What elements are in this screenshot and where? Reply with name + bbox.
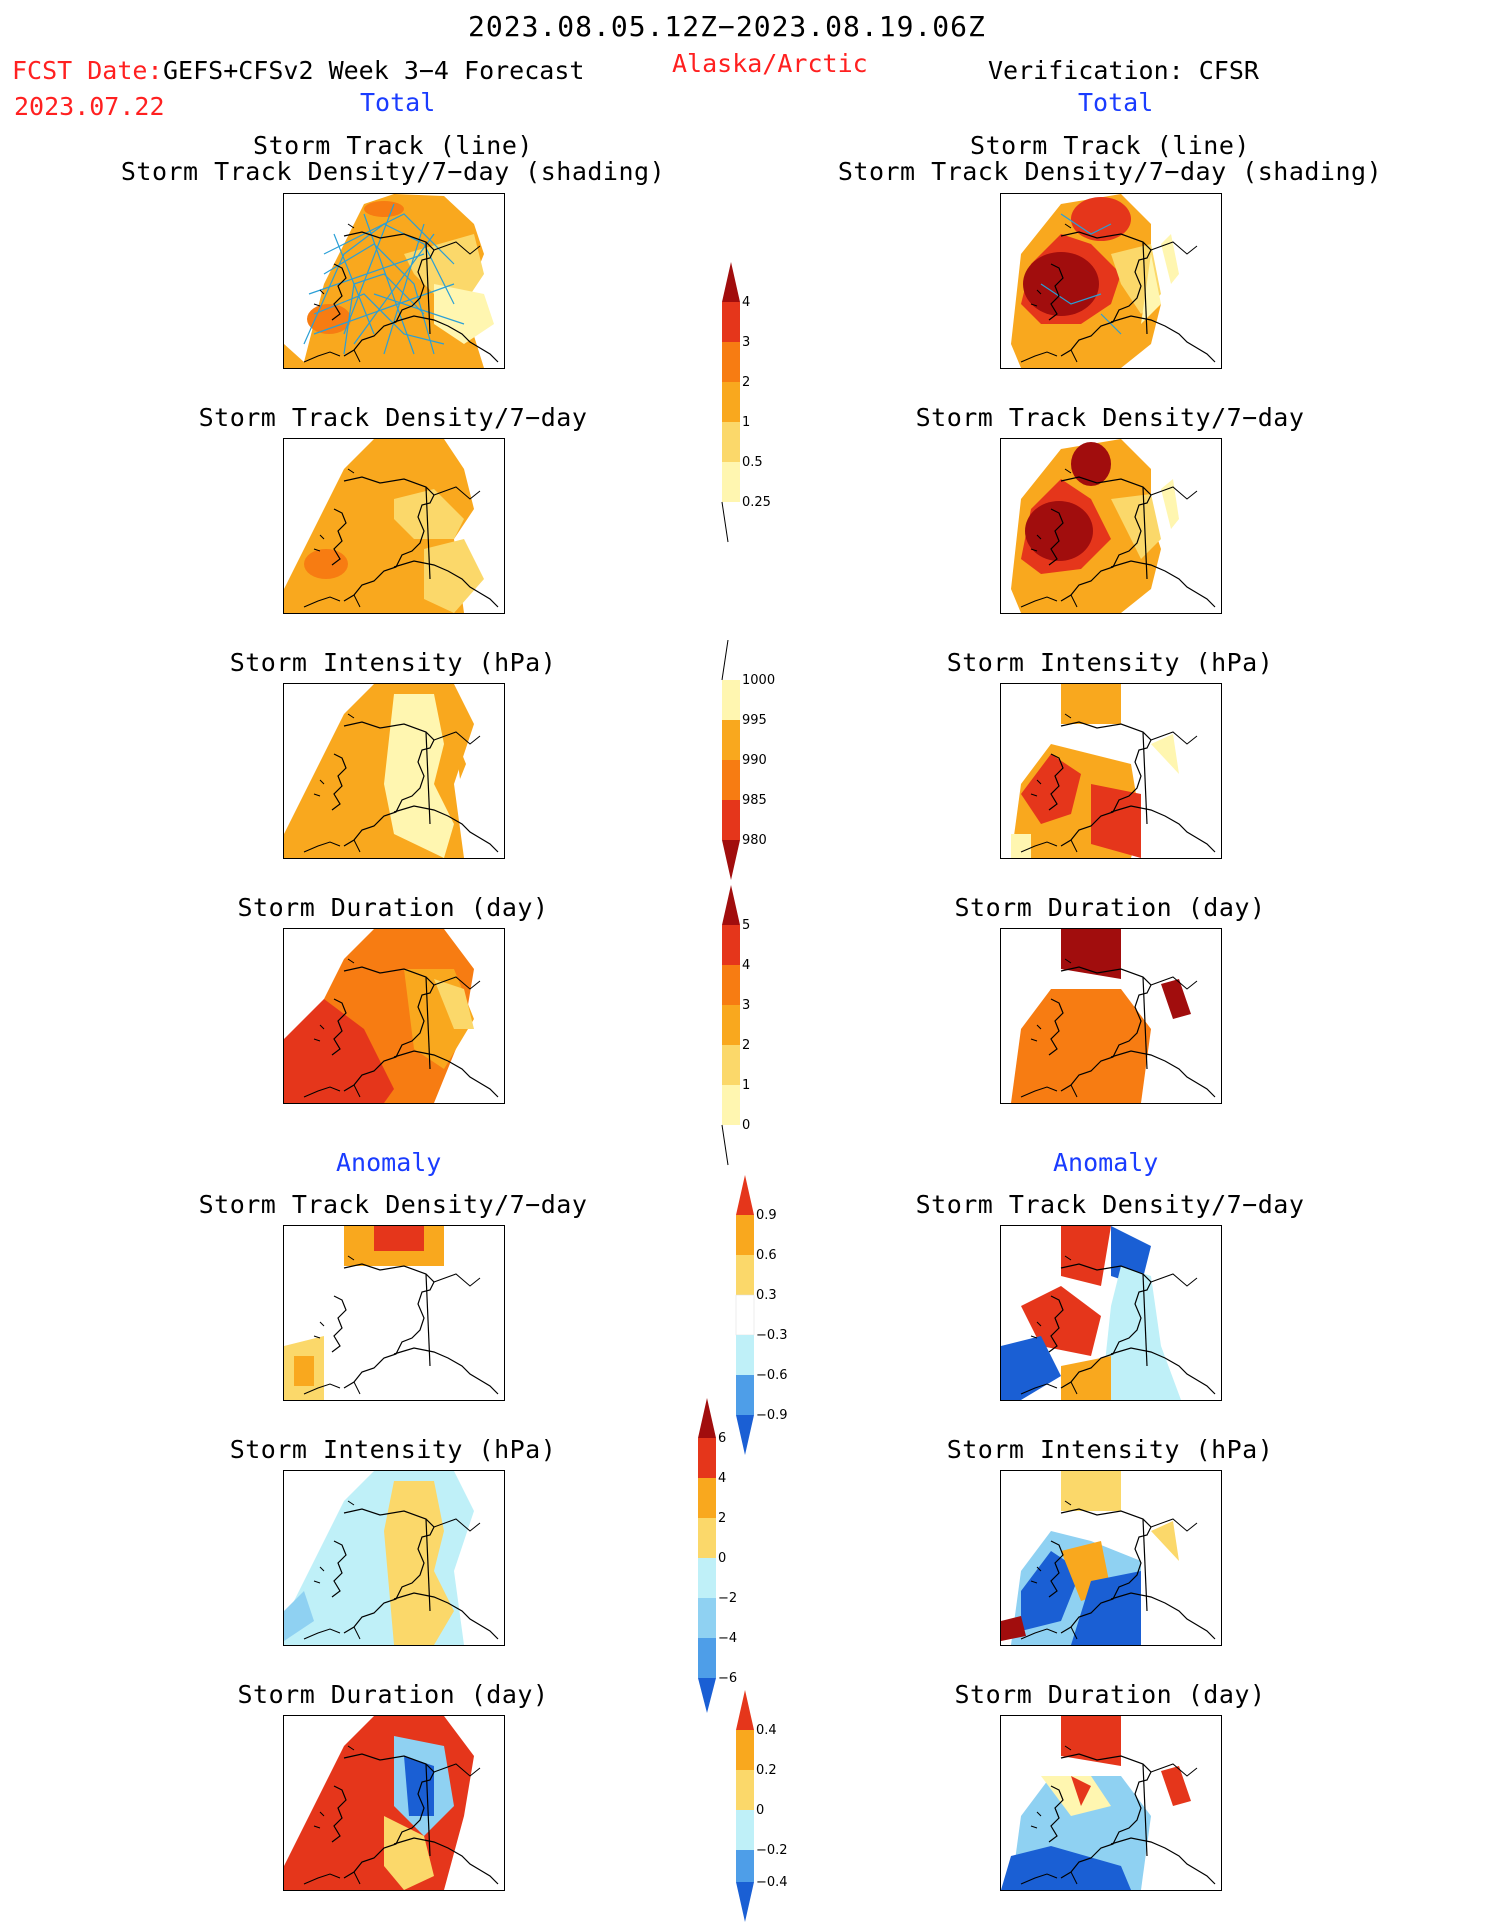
fcst-label: FCST Date: bbox=[12, 56, 163, 85]
left-track-map bbox=[283, 193, 505, 369]
duration-tick: 3 bbox=[742, 998, 750, 1013]
duration-tick: 5 bbox=[742, 918, 750, 933]
left-duration-anom-map bbox=[283, 1715, 505, 1891]
left-duration-title: Storm Duration (day) bbox=[237, 893, 549, 922]
density-anom-tick: −0.3 bbox=[756, 1328, 788, 1343]
right-duration-anom-title: Storm Duration (day) bbox=[954, 1680, 1266, 1709]
right-duration-anom-map bbox=[1000, 1715, 1222, 1891]
density-tick: 0.25 bbox=[742, 495, 771, 510]
left-intensity-title: Storm Intensity (hPa) bbox=[229, 648, 557, 677]
left-track-shading-title: Storm Track Density/7−day (shading) bbox=[120, 157, 666, 186]
intensity-anom-tick: 4 bbox=[718, 1471, 726, 1486]
left-intensity-anom-title: Storm Intensity (hPa) bbox=[229, 1435, 557, 1464]
right-intensity-map bbox=[1000, 683, 1222, 859]
left-density-map bbox=[283, 438, 505, 614]
density-colorbar: 4 3 2 1 0.5 0.25 bbox=[721, 262, 771, 543]
right-track-line-title: Storm Track (line) bbox=[970, 131, 1250, 160]
model-label: GEFS+CFSv2 Week 3−4 Forecast bbox=[163, 56, 585, 85]
duration-colorbar: 5 4 3 2 1 0 bbox=[721, 885, 750, 1166]
left-density-anom-map bbox=[283, 1225, 505, 1401]
left-total-label: Total bbox=[360, 88, 436, 117]
duration-anom-tick: −0.4 bbox=[756, 1875, 788, 1890]
duration-anom-tick: 0.2 bbox=[756, 1763, 777, 1778]
duration-tick: 2 bbox=[742, 1038, 750, 1053]
density-anom-tick: 0.3 bbox=[756, 1288, 777, 1303]
intensity-tick: 1000 bbox=[742, 673, 775, 688]
intensity-tick: 980 bbox=[742, 833, 767, 848]
density-anom-tick: 0.9 bbox=[756, 1208, 777, 1223]
right-track-map bbox=[1000, 193, 1222, 369]
left-intensity-map bbox=[283, 683, 505, 859]
intensity-tick: 985 bbox=[742, 793, 767, 808]
right-intensity-anom-title: Storm Intensity (hPa) bbox=[946, 1435, 1274, 1464]
intensity-anom-tick: 0 bbox=[718, 1551, 726, 1566]
right-duration-title: Storm Duration (day) bbox=[954, 893, 1266, 922]
duration-anom-tick: −0.2 bbox=[756, 1843, 788, 1858]
left-density-title: Storm Track Density/7−day bbox=[198, 403, 588, 432]
region-label: Alaska/Arctic bbox=[672, 49, 868, 78]
intensity-anom-tick: 6 bbox=[718, 1431, 726, 1446]
right-intensity-anom-map bbox=[1000, 1470, 1222, 1646]
right-intensity-title: Storm Intensity (hPa) bbox=[946, 648, 1274, 677]
density-tick: 0.5 bbox=[742, 455, 763, 470]
density-tick: 2 bbox=[742, 375, 750, 390]
density-anom-colorbar: 0.9 0.6 0.3 −0.3 −0.6 −0.9 bbox=[735, 1175, 788, 1455]
fcst-date: 2023.07.22 bbox=[14, 92, 165, 121]
left-density-anom-title: Storm Track Density/7−day bbox=[198, 1190, 588, 1219]
density-anom-tick: 0.6 bbox=[756, 1248, 777, 1263]
intensity-tick: 995 bbox=[742, 713, 767, 728]
right-density-anom-title: Storm Track Density/7−day bbox=[915, 1190, 1305, 1219]
right-anomaly-label: Anomaly bbox=[1053, 1148, 1159, 1177]
duration-anom-tick: 0 bbox=[756, 1803, 764, 1818]
intensity-anom-colorbar: 6 4 2 0 −2 −4 −6 bbox=[698, 1398, 737, 1713]
left-duration-map bbox=[283, 928, 505, 1104]
right-total-label: Total bbox=[1078, 88, 1154, 117]
left-anomaly-label: Anomaly bbox=[336, 1148, 442, 1177]
density-anom-tick: −0.9 bbox=[756, 1408, 788, 1423]
duration-tick: 0 bbox=[742, 1118, 750, 1133]
intensity-anom-tick: −6 bbox=[718, 1671, 737, 1686]
duration-anom-tick: 0.4 bbox=[756, 1723, 777, 1738]
right-density-anom-map bbox=[1000, 1225, 1222, 1401]
intensity-anom-tick: 2 bbox=[718, 1511, 726, 1526]
density-tick: 3 bbox=[742, 335, 750, 350]
density-tick: 1 bbox=[742, 415, 750, 430]
right-duration-map bbox=[1000, 928, 1222, 1104]
period-title: 2023.08.05.12Z−2023.08.19.06Z bbox=[468, 10, 986, 43]
density-anom-tick: −0.6 bbox=[756, 1368, 788, 1383]
left-track-line-title: Storm Track (line) bbox=[253, 131, 533, 160]
duration-anom-colorbar: 0.4 0.2 0 −0.2 −0.4 bbox=[736, 1690, 788, 1922]
intensity-colorbar: 1000 995 990 985 980 bbox=[721, 640, 775, 880]
verification-label: Verification: CFSR bbox=[988, 56, 1259, 85]
right-density-map bbox=[1000, 438, 1222, 614]
intensity-anom-tick: −2 bbox=[718, 1591, 737, 1606]
density-tick: 4 bbox=[742, 295, 750, 310]
left-duration-anom-title: Storm Duration (day) bbox=[237, 1680, 549, 1709]
right-track-shading-title: Storm Track Density/7−day (shading) bbox=[837, 157, 1383, 186]
right-density-title: Storm Track Density/7−day bbox=[915, 403, 1305, 432]
duration-tick: 1 bbox=[742, 1078, 750, 1093]
intensity-anom-tick: −4 bbox=[718, 1631, 737, 1646]
intensity-tick: 990 bbox=[742, 753, 767, 768]
left-intensity-anom-map bbox=[283, 1470, 505, 1646]
duration-tick: 4 bbox=[742, 958, 750, 973]
